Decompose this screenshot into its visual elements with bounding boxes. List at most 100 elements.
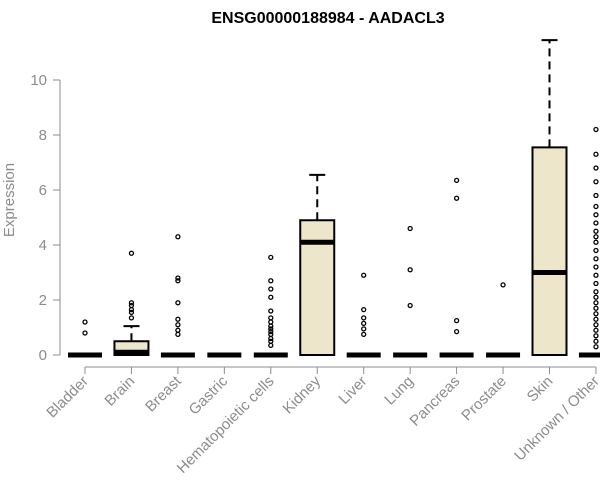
outlier-point: [593, 228, 599, 234]
outlier-point: [593, 179, 599, 185]
outlier-point: [128, 250, 135, 256]
outlier-point: [175, 331, 181, 338]
outlier-point: [128, 306, 135, 313]
outlier-point: [407, 225, 413, 232]
outlier-point: [175, 300, 181, 306]
x-tick-label: Breast: [142, 372, 185, 415]
outlier-point: [268, 294, 274, 300]
y-axis: 0 2 4 6 8 10: [30, 72, 61, 364]
outlier-point: [175, 322, 181, 328]
outlier-point: [268, 308, 274, 314]
outlier-point: [593, 300, 599, 306]
outlier-point: [453, 177, 460, 184]
outlier-point: [268, 278, 274, 284]
outlier-point: [175, 316, 181, 322]
outlier-point: [593, 165, 599, 171]
outlier-point: [593, 280, 599, 287]
outlier-point: [593, 239, 599, 245]
y-tick-label: 8: [39, 127, 47, 144]
y-tick-label: 6: [39, 182, 47, 199]
outlier-point: [593, 126, 599, 133]
outlier-point: [268, 326, 274, 332]
outlier-point: [268, 254, 274, 261]
outlier-point: [268, 315, 274, 321]
x-tick-label: Bladder: [43, 373, 92, 422]
outlier-point: [593, 272, 599, 278]
outlier-point: [593, 264, 599, 270]
y-tick-label: 4: [39, 237, 47, 254]
box-3: [160, 234, 195, 358]
box-5: [253, 254, 288, 358]
outlier-point: [82, 330, 88, 336]
box-series: [68, 39, 600, 358]
outlier-point: [407, 267, 413, 273]
outlier-point: [361, 331, 367, 338]
box-iqr: [531, 146, 568, 356]
outlier-point: [593, 344, 599, 350]
outlier-point: [453, 317, 460, 324]
outlier-point: [500, 282, 506, 288]
box-11: [531, 39, 568, 356]
outlier-point: [593, 294, 599, 300]
outlier-point: [593, 289, 599, 295]
outlier-point: [268, 319, 274, 325]
outlier-point: [361, 306, 367, 313]
outlier-point: [268, 328, 274, 335]
outlier-point: [128, 309, 135, 316]
outlier-point: [128, 300, 135, 306]
y-tick-label: 0: [39, 347, 47, 364]
outlier-point: [593, 327, 599, 333]
outlier-point: [175, 234, 181, 240]
y-tick-label: 10: [30, 72, 47, 89]
x-tick-label: Skin: [524, 373, 557, 406]
y-axis-label: Expression: [1, 163, 18, 237]
box-9: [439, 177, 474, 358]
outlier-point: [268, 331, 274, 338]
outlier-point: [268, 286, 274, 292]
outlier-point: [453, 195, 460, 201]
outlier-point: [82, 319, 88, 325]
chart-title: ENSG00000188984 - AADACL3: [211, 10, 444, 27]
x-tick-label: Unknown / Other: [511, 373, 600, 465]
x-tick-label: Brain: [101, 373, 138, 410]
outlier-point: [593, 234, 599, 240]
outlier-point: [268, 338, 274, 344]
box-6: [299, 173, 336, 356]
x-tick-label: Pancreas: [407, 373, 464, 430]
outlier-point: [361, 320, 367, 327]
outlier-point: [593, 305, 599, 311]
outlier-point: [175, 327, 181, 333]
outlier-point: [175, 278, 181, 284]
outlier-point: [593, 322, 599, 328]
box-1: [68, 319, 102, 358]
outlier-point: [593, 316, 599, 322]
x-tick-label: Lung: [381, 373, 417, 409]
outlier-point: [453, 328, 460, 335]
outlier-point: [361, 326, 367, 332]
box-10: [486, 282, 521, 358]
outlier-point: [128, 302, 135, 309]
outlier-point: [593, 333, 599, 339]
outlier-point: [593, 203, 599, 210]
box-2: [113, 250, 150, 356]
outlier-point: [593, 220, 599, 226]
box-12: [578, 126, 600, 358]
x-tick-label: Gastric: [186, 372, 232, 418]
outlier-point: [128, 315, 135, 321]
box-8: [393, 225, 428, 358]
x-tick-label: Kidney: [280, 372, 325, 417]
outlier-point: [361, 315, 367, 321]
outlier-point: [593, 247, 599, 254]
outlier-point: [593, 256, 599, 262]
outlier-point: [175, 275, 181, 281]
outlier-point: [593, 212, 599, 218]
x-tick-label: Prostate: [458, 373, 510, 425]
outlier-point: [361, 272, 367, 278]
x-tick-label: Liver: [336, 373, 371, 408]
outlier-point: [593, 192, 599, 199]
outlier-point: [593, 151, 599, 157]
box-7: [346, 272, 381, 358]
outlier-point: [407, 302, 413, 309]
